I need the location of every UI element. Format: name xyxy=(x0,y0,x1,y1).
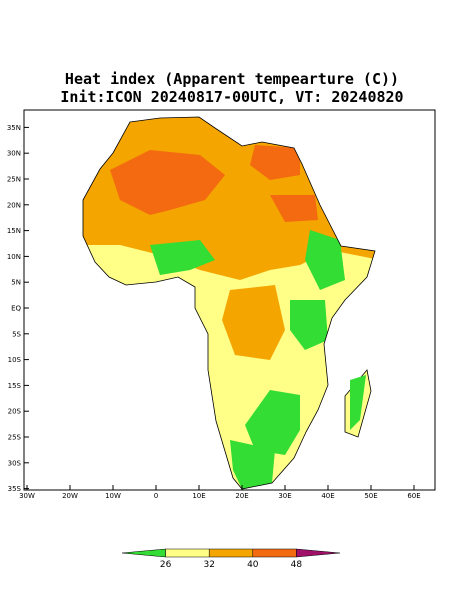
lat-tick-label: 35N xyxy=(7,124,21,132)
lat-tick-label: 25N xyxy=(7,176,21,184)
axis-ticks: 35N 30N 25N 20N 15N 10N 5N EQ 5S 10S 15S 20S 25S 30S 3… xyxy=(7,124,421,500)
lat-tick-label: 5S xyxy=(12,330,21,338)
lon-tick-label: 10E xyxy=(192,492,205,500)
colorbar-segment xyxy=(121,548,166,558)
colorbar-segment xyxy=(208,548,254,558)
lat-tick-label: 10N xyxy=(7,253,21,261)
colorbar-segment xyxy=(252,548,297,558)
colorbar-label: 32 xyxy=(203,560,214,570)
lon-tick-label: 20W xyxy=(62,492,78,500)
colorbar-label: 40 xyxy=(247,560,259,570)
lat-tick-label: 20N xyxy=(7,201,21,209)
lat-tick-label: 25S xyxy=(8,434,22,442)
lon-tick-label: 10W xyxy=(105,492,121,500)
lat-tick-label: 10S xyxy=(8,356,22,364)
madagascar-patch xyxy=(350,375,366,430)
lat-tick-label: 15N xyxy=(7,227,21,235)
colorbar-label: 26 xyxy=(160,560,172,570)
lon-tick-label: 30E xyxy=(278,492,291,500)
lat-tick-label: 35S xyxy=(8,485,22,493)
lat-tick-label: 15S xyxy=(8,382,22,390)
coastline xyxy=(82,116,376,490)
map-title: Heat index (Apparent tempearture (C)) xyxy=(65,70,399,88)
lon-tick-label: 50E xyxy=(364,492,377,500)
lat-tick-label: 30N xyxy=(7,150,21,158)
lon-tick-label: 0 xyxy=(154,492,158,500)
lon-tick-label: 20E xyxy=(235,492,248,500)
lon-tick-label: 30W xyxy=(19,492,35,500)
lat-tick-label: EQ xyxy=(11,305,21,313)
lat-tick-label: 20S xyxy=(8,408,22,416)
colorbar: 26 32 40 48 xyxy=(121,548,341,570)
colorbar-segment xyxy=(165,548,210,558)
colorbar-label: 48 xyxy=(291,560,303,570)
lon-tick-label: 40E xyxy=(321,492,334,500)
lat-tick-label: 5N xyxy=(11,279,21,287)
colorbar-segment xyxy=(296,548,341,558)
lon-tick-label: 60E xyxy=(407,492,420,500)
map-subtitle: Init:ICON 20240817-00UTC, VT: 20240820 xyxy=(60,88,403,106)
lat-tick-label: 30S xyxy=(8,459,22,467)
